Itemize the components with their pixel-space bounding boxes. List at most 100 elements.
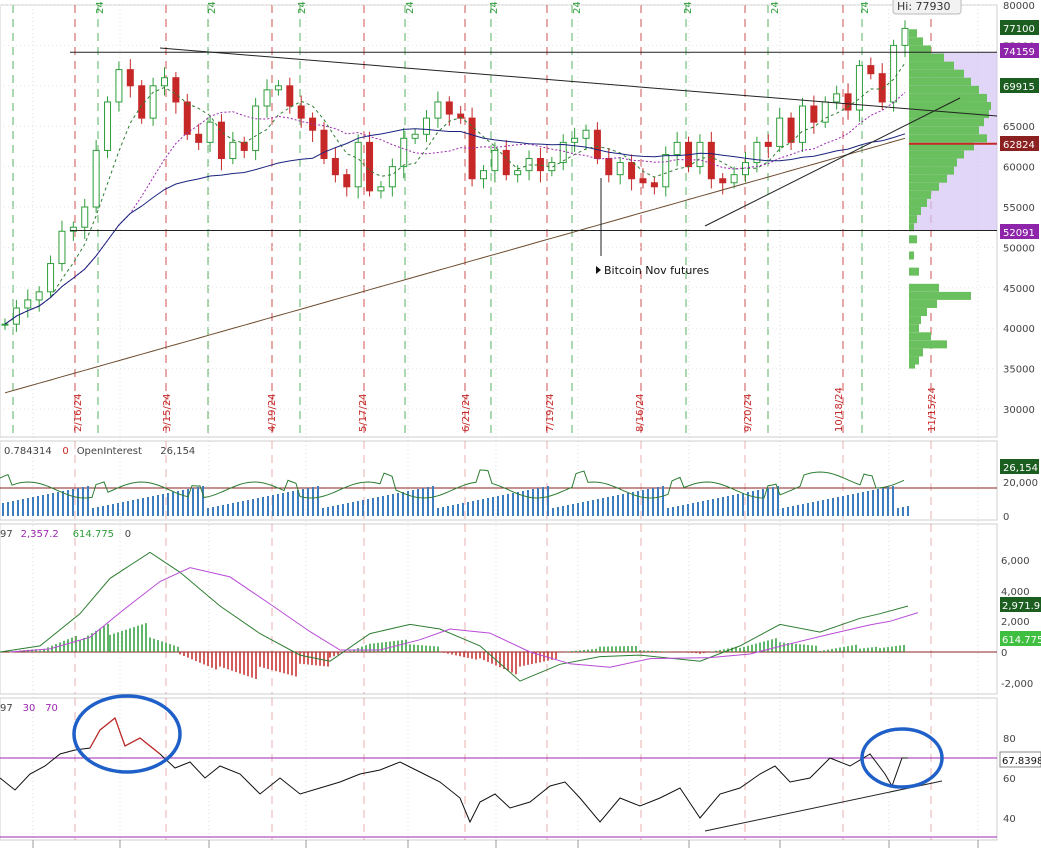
volume-bar (162, 494, 164, 516)
volume-profile-bar (909, 348, 923, 357)
volume-bar (702, 501, 704, 516)
volume-bar (782, 508, 784, 516)
volume-bar (227, 504, 229, 516)
hi-label: Hi: 77930 (897, 0, 951, 13)
volume-bar (87, 486, 89, 516)
macd-tick: 6,000 (1001, 556, 1030, 567)
volume-bar (897, 508, 899, 516)
volume-bar (687, 504, 689, 516)
macd-tag-box (1000, 631, 1041, 646)
volume-profile-bar (909, 158, 957, 167)
top-date-label: 24 (207, 1, 218, 14)
candle-body (126, 69, 134, 87)
volume-bar (712, 499, 714, 516)
volume-bar (587, 501, 589, 516)
rsi-tick: 60 (1003, 774, 1016, 785)
panel-frame (0, 440, 998, 521)
panel-frame (0, 697, 998, 841)
rsi-tag-box (999, 751, 1041, 768)
volume-bar (42, 495, 44, 516)
volume-bar (192, 488, 194, 516)
candle-body (354, 141, 362, 188)
volume-bar (902, 507, 904, 516)
candle-body (878, 73, 886, 103)
volume-bar (482, 499, 484, 516)
volume-bar (367, 499, 369, 516)
volume-bar (752, 491, 754, 516)
volume-bar (657, 487, 659, 516)
rsi-tag-text: 67.8398 (1002, 756, 1041, 767)
volume-profile-bar (909, 37, 923, 46)
rsi-legend: 70 (45, 703, 58, 714)
rising-trendline (704, 97, 961, 227)
volume-bar (32, 497, 34, 516)
volume-profile-bar (909, 142, 974, 151)
rsi-trendline (704, 780, 943, 832)
candle-body (35, 291, 43, 301)
oi-legend: 26,154 (160, 446, 195, 457)
candle-body (115, 69, 123, 103)
candle-body (274, 85, 282, 91)
volume-bar (597, 499, 599, 516)
candle-body (297, 105, 305, 119)
oi-legend: OpenInterest (77, 446, 142, 457)
volume-profile-bar (909, 69, 964, 78)
volume-bar (407, 491, 409, 516)
oi-legend: 0.784314 (4, 446, 52, 457)
macd-tag-text: 614.775 (1002, 635, 1041, 646)
rsi-tick: 40 (1003, 814, 1016, 825)
candle-body (69, 226, 77, 232)
price-tag-box (1000, 20, 1039, 35)
volume-bar (67, 490, 69, 516)
volume-bar (287, 492, 289, 516)
labels-layer: Hi: 77930 Bitcoin Nov futures 2/16/24 3/1… (73, 0, 962, 432)
volume-bar (172, 492, 174, 516)
volume-bar (662, 486, 664, 516)
volume-bar (517, 492, 519, 516)
volume-profile-bar (909, 29, 917, 38)
volume-bar (372, 498, 374, 516)
candle-body (559, 141, 567, 164)
candle-body (331, 158, 339, 176)
candle-body (400, 137, 408, 168)
volume-bar (882, 488, 884, 516)
volume-bar (542, 487, 544, 516)
date-label: 4/19/24 (267, 393, 278, 432)
volume-profile-bar (909, 251, 914, 260)
candle-body (366, 141, 374, 192)
macd-tick: 2,000 (1001, 617, 1030, 628)
oi-tag-box (1000, 459, 1039, 474)
macd-tick: 4,000 (1001, 587, 1030, 598)
date-label: 5/17/24 (358, 393, 369, 432)
price-tag-text: 74159 (1003, 47, 1035, 58)
candle-body (901, 27, 909, 46)
volume-profile-bar (909, 126, 979, 135)
volume-bar (382, 496, 384, 516)
top-date-label: 24 (297, 1, 308, 14)
volume-profile-bar (909, 85, 979, 94)
price-tag-text: 62824 (1003, 140, 1035, 151)
volume-bar (142, 498, 144, 516)
candle-body (252, 105, 260, 151)
candle-body (206, 121, 214, 143)
candle-body (138, 85, 146, 119)
volume-bar (377, 497, 379, 516)
volume-bar (682, 505, 684, 516)
volume-bar (772, 487, 774, 516)
volume-bar (647, 489, 649, 516)
volume-profile-bar (909, 190, 931, 199)
volume-bar (107, 505, 109, 516)
volume-bar (427, 487, 429, 516)
volume-bar (132, 500, 134, 516)
volume-bar (277, 494, 279, 516)
right-axis: 8000075000700006500060000550005000045000… (32, 1, 1039, 848)
volume-bar (322, 508, 324, 516)
macd-tick: 0 (1001, 648, 1007, 659)
price-tick: 40000 (1003, 324, 1035, 335)
volume-bar (787, 507, 789, 516)
candle-body (821, 101, 829, 123)
volume-bar (392, 494, 394, 516)
volume-bar (742, 493, 744, 516)
volume-bar (37, 496, 39, 516)
price-tag-text: 69915 (1003, 82, 1035, 93)
